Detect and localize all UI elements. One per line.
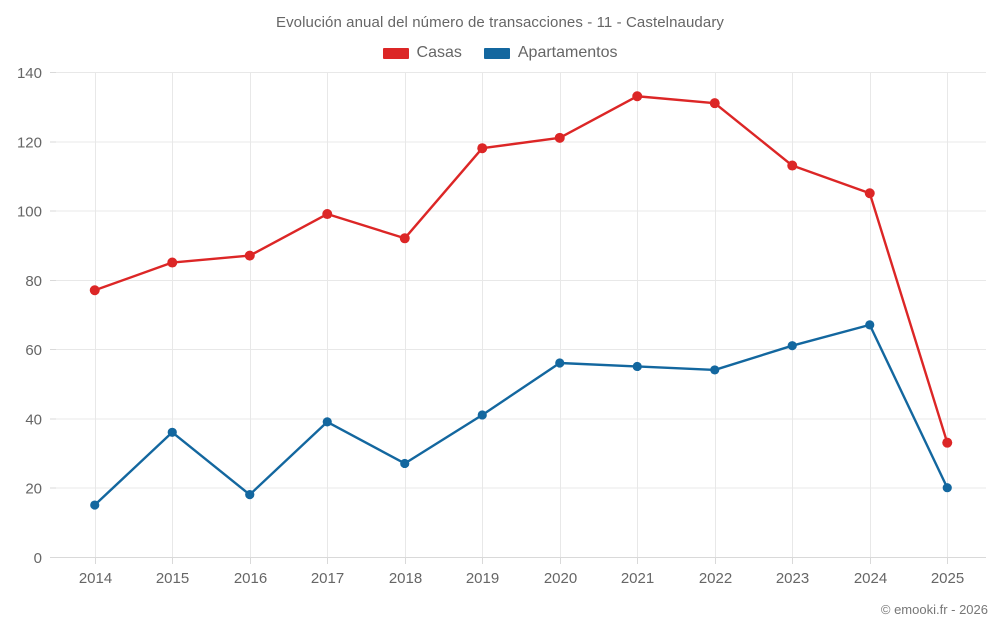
legend-label-casas: Casas — [416, 44, 462, 61]
data-point[interactable]: 2019 — Casas: 118 — [477, 143, 488, 154]
footer-credit: © emooki.fr - 2026 — [880, 602, 988, 617]
data-point[interactable]: 2019 — Apartamentos: 41 — [477, 410, 487, 420]
data-point[interactable]: 2018 — Casas: 92 — [399, 233, 410, 244]
data-point[interactable]: 2022 — Apartamentos: 54 — [710, 365, 720, 375]
legend-swatch-casas — [382, 47, 409, 59]
y-axis-tick-label: 20 — [25, 481, 42, 498]
x-axis-tick-label: 2018 — [389, 570, 422, 587]
data-point[interactable]: 2022 — Casas: 131 — [709, 98, 720, 109]
series-line-apartamentos — [93, 323, 949, 507]
y-axis-tick-label: 40 — [25, 411, 42, 428]
data-point[interactable]: 2016 — Casas: 87 — [244, 250, 255, 261]
data-point[interactable]: 2023 — Casas: 113 — [787, 160, 798, 171]
data-point[interactable]: 2025 — Apartamentos: 20 — [942, 483, 952, 493]
data-point[interactable]: 2018 — Apartamentos: 27 — [400, 458, 410, 469]
data-point[interactable]: 2023 — Apartamentos: 61 — [787, 341, 797, 351]
data-point[interactable]: 2024 — Apartamentos: 67 — [865, 320, 875, 330]
series-line-casas — [93, 95, 949, 444]
data-point[interactable]: 2014 — Apartamentos: 15 — [90, 500, 100, 510]
y-axis-tick-label: 120 — [17, 134, 42, 151]
legend-swatch-apartamentos — [483, 47, 510, 59]
data-point[interactable]: 2021 — Casas: 133 — [632, 91, 643, 102]
data-point[interactable]: 2015 — Apartamentos: 36 — [167, 427, 177, 437]
y-axis-tick-label: 60 — [25, 342, 42, 359]
x-axis-tick-label: 2024 — [854, 570, 887, 587]
data-point[interactable]: 2021 — Apartamentos: 55 — [632, 361, 642, 372]
legend-label-apartamentos: Apartamentos — [517, 44, 618, 61]
data-point[interactable]: 2015 — Casas: 85 — [167, 257, 178, 268]
x-axis-tick-label: 2023 — [776, 570, 809, 587]
data-point[interactable]: 2014 — Casas: 77 — [89, 285, 100, 296]
data-point[interactable]: 2025 — Casas: 33 — [942, 437, 953, 448]
x-axis-tick-label: 2016 — [234, 570, 267, 587]
x-axis-tick-label: 2017 — [311, 570, 344, 587]
legend-item-casas[interactable]: Casas — [382, 44, 462, 62]
y-axis-tick-label: 0 — [34, 550, 42, 567]
x-axis-tick-label: 2020 — [544, 570, 577, 587]
data-point[interactable]: 2020 — Casas: 121 — [554, 132, 565, 143]
data-point[interactable]: 2024 — Casas: 105 — [864, 188, 875, 199]
data-point[interactable]: 2016 — Apartamentos: 18 — [245, 490, 255, 500]
y-axis-tick-label: 100 — [17, 204, 42, 221]
x-axis-tick-label: 2025 — [931, 570, 964, 587]
data-point[interactable]: 2020 — Apartamentos: 56 — [555, 358, 565, 368]
data-point[interactable]: 2017 — Apartamentos: 39 — [322, 417, 332, 427]
x-axis-tick-label: 2021 — [621, 570, 654, 587]
x-axis-tick-label: 2019 — [466, 570, 499, 587]
y-axis-tick-label: 80 — [25, 273, 42, 290]
chart-title: Evolución anual del número de transaccio… — [275, 14, 725, 31]
data-point[interactable]: 2017 — Casas: 99 — [322, 209, 333, 220]
y-axis-tick-label: 140 — [17, 65, 42, 82]
legend-item-apartamentos[interactable]: Apartamentos — [483, 44, 618, 62]
x-axis-tick-label: 2015 — [156, 570, 189, 587]
x-axis-tick-label: 2022 — [699, 570, 732, 587]
chart-legend: Casas Apartamentos — [0, 44, 1000, 62]
x-axis-tick-label: 2014 — [79, 570, 112, 587]
